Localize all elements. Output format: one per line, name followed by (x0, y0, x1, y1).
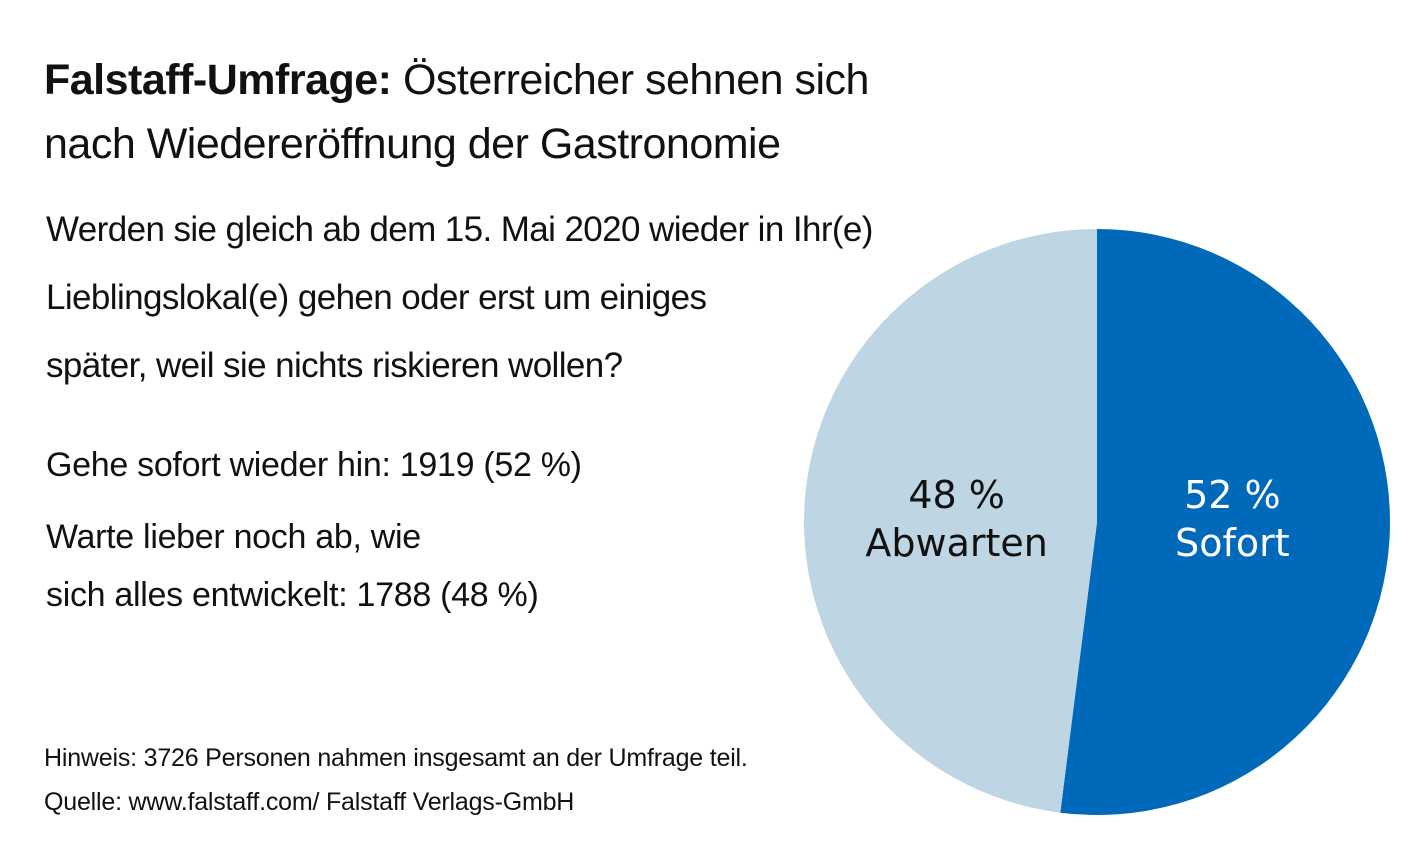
answer-abwarten-line2: sich alles entwickelt: 1788 (48 %) (46, 576, 539, 614)
footnote: Hinweis: 3726 Personen nahmen insgesamt … (44, 736, 748, 824)
slice-category-label: Abwarten (865, 521, 1047, 565)
slice-category-label: Sofort (1175, 521, 1290, 565)
answer-summary: Gehe sofort wieder hin: 1919 (52 %) Wart… (46, 436, 582, 624)
chart-title: Falstaff-Umfrage: Österreicher sehnen si… (44, 48, 1044, 176)
slice-percent-label: 52 % (1184, 473, 1281, 517)
title-bold: Falstaff-Umfrage: (44, 56, 392, 104)
title-rest: Österreicher sehnen sich (391, 56, 870, 104)
slice-percent-label: 48 % (908, 473, 1005, 517)
answer-abwarten-line1: Warte lieber noch ab, wie (46, 518, 421, 556)
note-text: Hinweis: 3726 Personen nahmen insgesamt … (44, 744, 748, 772)
question-line: später, weil sie nichts riskieren wollen… (46, 346, 623, 385)
pie-slice-sofort (1060, 229, 1390, 815)
source-text: Quelle: www.falstaff.com/ Falstaff Verla… (44, 788, 575, 816)
answer-sofort: Gehe sofort wieder hin: 1919 (52 %) (46, 446, 582, 484)
pie-slice-abwarten (803, 229, 1097, 813)
survey-question: Werden sie gleich ab dem 15. Mai 2020 wi… (46, 196, 873, 400)
question-line: Lieblingslokal(e) gehen oder erst um ein… (46, 278, 707, 317)
question-line: Werden sie gleich ab dem 15. Mai 2020 wi… (46, 210, 873, 249)
title-line2: nach Wiedereröffnung der Gastronomie (44, 120, 781, 168)
